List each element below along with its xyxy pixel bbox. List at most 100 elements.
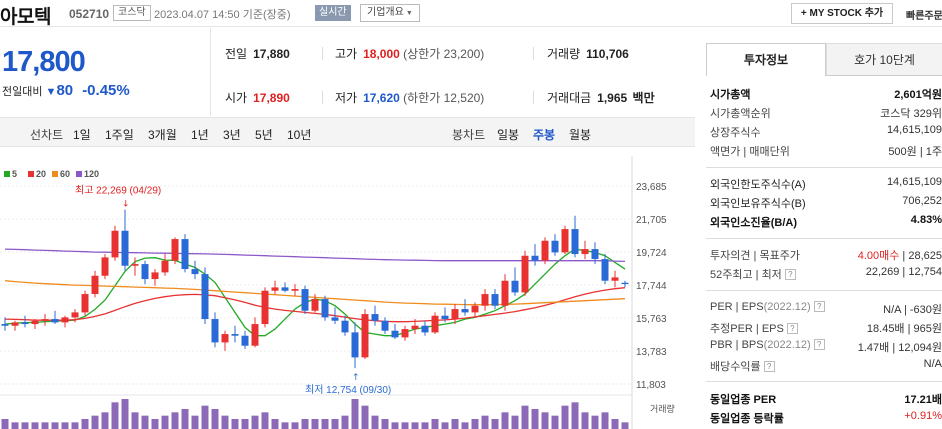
y-tick-label: 17,744 [636, 281, 667, 292]
y-tick-label: 11,803 [636, 380, 666, 391]
candle-monthly[interactable]: 월봉 [569, 128, 592, 142]
volume-bar [511, 415, 519, 429]
candle-body [31, 320, 39, 325]
quote-grid: 전일 17,880 고가 18,000 (상한가 23,200) 거래량 110,70… [210, 28, 695, 116]
volume-bar [141, 415, 149, 429]
volume-bar [81, 419, 89, 429]
par-row: 액면가 | 매매단위 500원 | 1주 [710, 143, 942, 159]
volume-bar [351, 399, 359, 429]
volume-bar [571, 402, 579, 429]
pbr-row: PBR | BPS(2022.12)? 1.47배 | 12,094원 [710, 339, 942, 355]
foreign-ratio-label: 외국인소진율(B/A) [710, 217, 797, 229]
volume-bar [401, 422, 409, 429]
tab-orderbook[interactable]: 호가 10단계 [826, 43, 942, 76]
period-10y[interactable]: 10년 [287, 128, 312, 142]
investment-info-panel: 투자정보 호가 10단계 시가총액 2,601억원 시가총액순위 코스닥 329위 … [706, 43, 942, 429]
info-icon[interactable]: ? [813, 339, 825, 350]
volume-bar [361, 405, 369, 429]
stock-code: 052710 [69, 7, 110, 21]
candle-body [281, 287, 289, 291]
low-label: 저가 [335, 91, 358, 105]
w52-label-text: 52주최고 | 최저 [710, 269, 782, 281]
price-chart[interactable]: 23,685 21,705 19,724 17,744 15,763 13,783 11,8… [0, 150, 695, 429]
opinion-rating: 4.00매수 [857, 250, 900, 262]
info-icon[interactable]: ? [813, 301, 825, 312]
candle-body [151, 272, 159, 280]
high-label: 고가 [335, 47, 358, 61]
volume-bar [231, 419, 239, 429]
candle-body [291, 289, 299, 291]
est-per-value: 18.45배 | 965원 [866, 323, 942, 335]
panel-tabs: 투자정보 호가 10단계 [706, 43, 942, 76]
dividend-value: N/A [923, 358, 942, 370]
prev-close: 전일 17,880 [225, 45, 290, 62]
volume-bar [251, 415, 259, 429]
divider [322, 47, 323, 60]
fast-order-button[interactable]: 빠른주문 [906, 11, 942, 22]
candle-body [571, 229, 579, 255]
candle-body [611, 277, 619, 281]
company-overview-dropdown[interactable]: 기업개요 ▼ [360, 4, 420, 22]
volume-bar [391, 422, 399, 429]
candle-body [381, 320, 389, 331]
period-5y[interactable]: 5년 [255, 128, 273, 142]
candle-daily[interactable]: 일봉 [497, 128, 520, 142]
info-icon[interactable]: ? [763, 361, 775, 372]
candle-body [501, 280, 509, 306]
candle-body [331, 317, 339, 321]
period-3y[interactable]: 3년 [223, 128, 241, 142]
add-mystock-button[interactable]: + MY STOCK 추가 [791, 3, 893, 24]
candle-body [221, 334, 229, 343]
realtime-button[interactable]: 실시간 [315, 5, 351, 21]
candle-body [441, 315, 449, 320]
w52-row: 52주최고 | 최저? 22,269 | 12,754 [710, 266, 942, 282]
candle-body [201, 274, 209, 320]
divider [706, 238, 942, 239]
candle-body [241, 335, 249, 346]
shares-row: 상장주식수 14,615,109 [710, 124, 942, 140]
volume-bar [451, 419, 459, 429]
cap-rank-label: 시가총액순위 [710, 108, 771, 120]
up-arrow-icon: ↑ [352, 373, 360, 383]
volume-bar [411, 422, 419, 429]
volume-bar [31, 422, 39, 429]
candle-body [531, 255, 539, 261]
chevron-down-icon: ▼ [405, 10, 413, 17]
foreign-limit-label: 외국인한도주식수(A) [710, 179, 806, 191]
volume-bar [1, 419, 9, 429]
candle-body [431, 315, 439, 333]
volume-bar [501, 412, 509, 429]
period-1d[interactable]: 1일 [73, 128, 91, 142]
candle-body [101, 257, 109, 276]
volume-bar [601, 412, 609, 429]
candle-body [361, 314, 369, 358]
est-per-row: 추정PER | EPS? 18.45배 | 965원 [710, 320, 942, 336]
foreign-hold-row: 외국인보유주식수(B) 706,252 [710, 195, 942, 211]
chart-svg: 23,685 21,705 19,724 17,744 15,763 13,783 11,8… [0, 156, 675, 429]
candle-body [341, 320, 349, 333]
candle-body [511, 280, 519, 293]
volume-bar [531, 409, 539, 429]
candle-body [81, 294, 89, 313]
legend-label: 5 [12, 169, 17, 179]
candle-body [1, 324, 9, 326]
period-3m[interactable]: 3개월 [148, 128, 177, 142]
info-icon[interactable]: ? [784, 269, 796, 280]
period-1y[interactable]: 1년 [191, 128, 209, 142]
current-price: 17,800 [2, 46, 86, 78]
volume-bar [21, 422, 29, 429]
pbr-label-text: PBR | BPS [710, 339, 764, 351]
candle-body [551, 240, 559, 253]
period-1w[interactable]: 1주일 [105, 128, 134, 142]
tab-investment-info[interactable]: 투자정보 [706, 43, 826, 76]
volume-bar [341, 415, 349, 429]
candle-body [391, 330, 399, 338]
volume-bar [311, 419, 319, 429]
divider [322, 91, 323, 104]
dividend-label-text: 배당수익률 [710, 361, 761, 373]
y-tick-label: 21,705 [636, 215, 667, 226]
candle-body [621, 282, 629, 285]
info-icon[interactable]: ? [786, 323, 798, 334]
candle-weekly[interactable]: 주봉 [533, 128, 556, 142]
upper-limit: (상한가 23,200) [403, 47, 485, 61]
